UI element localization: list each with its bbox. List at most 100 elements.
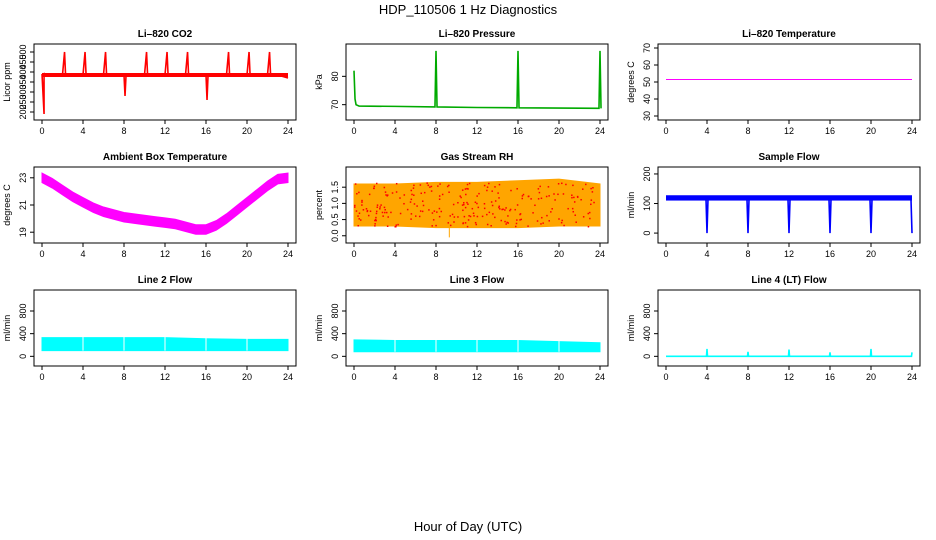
data-point <box>397 223 399 226</box>
data-point <box>431 212 434 214</box>
data-point <box>520 218 523 221</box>
x-tick-label: 16 <box>201 372 211 382</box>
y-tick-label: 80 <box>330 71 340 81</box>
x-tick-label: 8 <box>433 126 438 136</box>
data-point <box>582 188 584 190</box>
data-point <box>469 215 472 218</box>
y-tick-label: 70 <box>642 43 652 53</box>
data-point <box>565 183 567 186</box>
data-point <box>494 216 496 219</box>
data-point <box>500 219 503 222</box>
data-point <box>563 224 565 227</box>
data-point <box>558 218 560 220</box>
data-point <box>476 215 479 218</box>
data-point <box>491 204 494 207</box>
data-point <box>365 208 368 210</box>
data-point <box>448 191 450 193</box>
data-point <box>491 190 493 192</box>
data-point <box>468 182 471 185</box>
data-point <box>430 185 433 188</box>
x-tick-label: 8 <box>121 126 126 136</box>
data-point <box>561 182 563 185</box>
data-point <box>488 211 491 214</box>
y-tick-label: 60 <box>642 60 652 70</box>
data-point <box>486 189 488 192</box>
data-point <box>354 206 356 208</box>
data-point <box>548 220 550 222</box>
data-point <box>514 225 517 228</box>
data-band <box>42 73 288 77</box>
x-tick-label: 0 <box>39 126 44 136</box>
data-point <box>490 201 493 203</box>
data-point <box>414 215 417 217</box>
data-point <box>478 192 480 195</box>
data-point <box>399 197 401 199</box>
x-tick-label: 12 <box>784 126 794 136</box>
data-point <box>507 215 509 217</box>
data-point <box>575 221 577 223</box>
data-point <box>486 186 489 188</box>
data-point <box>494 186 496 188</box>
x-tick-label: 8 <box>433 372 438 382</box>
x-tick-label: 4 <box>704 126 709 136</box>
data-point <box>375 182 378 185</box>
y-axis-label: degrees C <box>626 61 636 103</box>
data-point <box>449 224 452 227</box>
data-point <box>435 224 437 227</box>
data-point <box>498 206 500 209</box>
data-point <box>391 192 394 194</box>
data-point <box>467 188 469 190</box>
plot-frame <box>33 166 297 244</box>
data-point <box>360 219 362 221</box>
panel-pressure: Li–820 Pressure kPa 0 4 8 12 16 20 24 70 80 <box>314 29 609 136</box>
data-point <box>376 206 379 208</box>
data-line <box>666 348 913 358</box>
panel-title: Line 4 (LT) Flow <box>751 275 827 286</box>
x-tick-label: 12 <box>160 372 170 382</box>
data-point <box>362 209 365 211</box>
data-point <box>548 195 550 197</box>
data-point <box>354 204 356 207</box>
data-point <box>562 193 565 195</box>
y-tick-label: 800 <box>18 303 28 318</box>
data-point <box>572 210 575 213</box>
y-tick-label: 200 <box>18 104 28 119</box>
data-point <box>383 186 386 189</box>
data-point <box>354 183 357 185</box>
panel-title: Sample Flow <box>758 152 819 163</box>
data-point <box>413 194 415 196</box>
y-axis-label: ml/min <box>626 192 636 219</box>
data-point <box>516 219 518 221</box>
data-point <box>461 204 464 206</box>
x-tick-label: 20 <box>866 372 876 382</box>
data-point <box>521 195 524 197</box>
data-point <box>375 210 378 213</box>
data-point <box>432 219 435 221</box>
data-point <box>530 198 532 200</box>
data-point <box>386 225 389 227</box>
y-tick-label: 1.0 <box>330 197 340 210</box>
data-point <box>504 220 506 223</box>
data-point <box>441 193 444 196</box>
data-point <box>474 221 477 224</box>
data-point <box>481 215 484 218</box>
data-point <box>356 192 358 195</box>
data-point <box>451 213 454 216</box>
y-tick-label: 400 <box>330 326 340 341</box>
x-tick-label: 20 <box>554 126 564 136</box>
data-point <box>409 201 412 203</box>
data-point <box>519 213 522 215</box>
y-tick-label: 70 <box>330 100 340 110</box>
data-line <box>353 50 602 110</box>
data-point <box>446 185 449 188</box>
x-tick-label: 12 <box>472 372 482 382</box>
x-tick-label: 8 <box>121 372 126 382</box>
data-point <box>501 208 503 211</box>
y-tick-label: 1.5 <box>330 181 340 194</box>
x-tick-label: 4 <box>704 372 709 382</box>
x-tick-label: 8 <box>433 249 438 259</box>
data-point <box>358 191 360 194</box>
data-line <box>665 196 913 234</box>
data-point <box>418 215 421 218</box>
